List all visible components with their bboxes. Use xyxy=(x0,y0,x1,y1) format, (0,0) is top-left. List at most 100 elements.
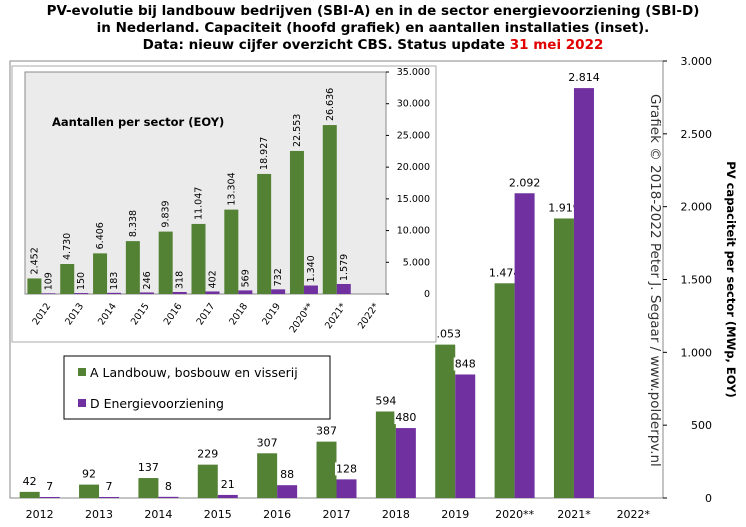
bar-energie xyxy=(514,193,535,499)
inset-bar-landbouw xyxy=(191,223,206,294)
bar-landbouw xyxy=(79,484,100,498)
inset-data-label: 569 xyxy=(240,269,251,287)
inset-chart: 2012 2013 2014 2015 2016 2017 2018 2019 2020** 20… xyxy=(11,65,437,343)
x-tick-label: 2016 xyxy=(263,508,291,521)
data-label: 1.474 xyxy=(489,266,521,279)
inset-y-tick-label: 15.000 xyxy=(397,194,430,205)
inset-bar-landbouw xyxy=(322,125,337,294)
bar-energie xyxy=(395,428,416,498)
inset-y-tick-label: 5.000 xyxy=(403,257,430,268)
inset-data-label: 4.730 xyxy=(62,233,73,260)
inset-data-label: 2.452 xyxy=(29,247,40,274)
inset-y-tick-label: 10.000 xyxy=(397,226,430,237)
x-tick-label: 2015 xyxy=(204,508,232,521)
data-label-bg xyxy=(565,71,603,85)
inset-data-label: 183 xyxy=(109,272,120,290)
inset-y-tick-label: 30.000 xyxy=(397,99,430,110)
legend-box xyxy=(63,355,331,420)
data-label-bg xyxy=(196,447,220,461)
inset-data-label: 1.579 xyxy=(339,254,350,281)
data-label-bg xyxy=(21,474,38,488)
inset-data-label: 8.338 xyxy=(128,210,139,237)
inset-bar-energie xyxy=(41,293,56,294)
data-label-bg xyxy=(374,394,398,408)
x-tick-label: 2013 xyxy=(85,508,113,521)
y-tick-label: 2.000 xyxy=(681,201,713,214)
inset-bar-energie xyxy=(303,285,318,294)
inset-bar-energie xyxy=(74,293,89,294)
bar-energie xyxy=(573,88,594,499)
inset-bar-landbouw xyxy=(224,209,239,294)
title-line-2: in Nederland. Capaciteit (hoofd grafiek)… xyxy=(96,20,650,36)
data-label: 137 xyxy=(138,461,159,474)
data-label-bg xyxy=(45,479,55,493)
inset-data-label: 13.304 xyxy=(226,172,237,205)
inset-bar-energie xyxy=(271,289,286,294)
inset-bar-energie xyxy=(238,290,253,294)
bar-energie xyxy=(99,496,120,498)
data-label: 2.814 xyxy=(568,71,600,84)
data-label: 7 xyxy=(106,480,113,493)
bar-landbouw xyxy=(375,411,396,498)
data-label-bg xyxy=(453,357,477,371)
y-tick-label: 500 xyxy=(691,419,712,432)
data-label: 1.919 xyxy=(548,201,580,214)
data-label: 480 xyxy=(395,411,416,424)
bar-energie xyxy=(217,494,238,498)
legend-label: A Landbouw, bosbouw en visserij xyxy=(90,365,298,380)
inset-y-tick-label: 0 xyxy=(424,289,430,300)
data-label: 2.092 xyxy=(509,176,541,189)
y-tick-label: 2.500 xyxy=(681,128,713,141)
inset-data-label: 18.927 xyxy=(259,137,270,170)
x-tick-label: 2018 xyxy=(382,508,410,521)
data-label: 88 xyxy=(280,468,294,481)
x-tick-label: 2019 xyxy=(441,508,469,521)
data-label: 92 xyxy=(82,468,96,481)
inset-bar-energie xyxy=(172,291,187,294)
bar-landbouw xyxy=(197,464,218,498)
legend: A Landbouw, bosbouw en visserij D Energie… xyxy=(63,355,331,420)
status-date: 31 mei 2022 xyxy=(509,37,604,53)
data-label: 8 xyxy=(165,480,172,493)
data-label-bg xyxy=(394,411,418,425)
bar-landbouw xyxy=(19,491,40,498)
inset-bar-energie xyxy=(336,283,351,294)
inset-bar-landbouw xyxy=(125,241,140,294)
x-tick-label: 2012 xyxy=(26,508,54,521)
inset-bar-energie xyxy=(107,292,122,294)
x-tick-label: 2020** xyxy=(495,508,534,521)
data-label: 387 xyxy=(316,425,337,438)
data-label-bg xyxy=(104,479,114,493)
title-line-1: PV-evolutie bij landbouw bedrijven (SBI-… xyxy=(46,3,700,19)
data-label-bg xyxy=(163,479,173,493)
inset-bar-landbouw xyxy=(289,150,304,294)
inset-data-label: 318 xyxy=(175,271,186,289)
data-label-bg xyxy=(335,462,358,476)
data-label-bg xyxy=(315,424,338,438)
x-tick-label: 2014 xyxy=(144,508,172,521)
bar-landbouw xyxy=(435,344,456,498)
inset-data-label: 402 xyxy=(208,270,219,288)
inset-title: Aantallen per sector (EOY) xyxy=(52,115,224,129)
data-label: 1.053 xyxy=(429,328,461,341)
y-tick-label: 0 xyxy=(705,492,712,505)
x-tick-label: 2021* xyxy=(557,508,591,521)
y-tick-label: 1.000 xyxy=(681,346,713,359)
data-label-bg xyxy=(81,467,98,481)
x-tick-label: 2022* xyxy=(617,508,651,521)
legend-swatch xyxy=(78,399,86,407)
bar-landbouw xyxy=(138,478,159,498)
data-label-bg xyxy=(255,436,279,450)
data-label: 594 xyxy=(375,394,396,407)
data-label: 21 xyxy=(221,478,235,491)
inset-data-label: 150 xyxy=(76,272,87,290)
inset-bar-landbouw xyxy=(60,263,75,294)
data-label-bg xyxy=(486,266,524,280)
bar-landbouw xyxy=(553,218,574,498)
inset-bar-landbouw xyxy=(27,278,42,294)
y-tick-label: 1.500 xyxy=(681,274,713,287)
inset-bar-landbouw xyxy=(93,253,108,294)
bar-landbouw xyxy=(316,441,337,498)
y-axis-label: PV capaciteit per sector (MWp, EOY) xyxy=(724,161,738,397)
